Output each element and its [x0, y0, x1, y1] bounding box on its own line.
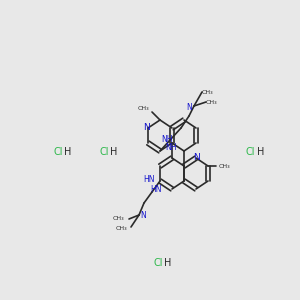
Text: NH: NH [165, 143, 176, 152]
Text: H: H [110, 147, 117, 157]
Text: N: N [194, 154, 200, 163]
Text: Cl: Cl [246, 147, 256, 157]
Text: N: N [140, 211, 146, 220]
Text: CH₃: CH₃ [112, 217, 124, 221]
Text: CH₃: CH₃ [137, 106, 149, 110]
Text: Cl: Cl [99, 147, 109, 157]
Text: H: H [257, 147, 264, 157]
Text: CH₃: CH₃ [201, 89, 213, 94]
Text: Cl: Cl [153, 258, 163, 268]
Text: CH₃: CH₃ [219, 164, 231, 169]
Text: H: H [164, 258, 171, 268]
Text: HN: HN [143, 175, 155, 184]
Text: CH₃: CH₃ [116, 226, 127, 232]
Text: N: N [186, 103, 192, 112]
Text: H: H [64, 147, 71, 157]
Text: HN: HN [150, 185, 162, 194]
Text: Cl: Cl [53, 147, 62, 157]
Text: NH: NH [161, 134, 173, 143]
Text: CH₃: CH₃ [205, 100, 217, 104]
Text: N: N [144, 124, 150, 133]
